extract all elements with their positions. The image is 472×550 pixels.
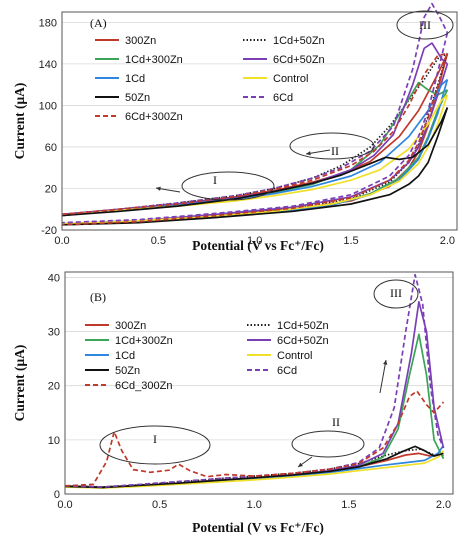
panel-a: -20 20 60 100 140 180 0.0 0.5 1.0 1.5 2.0 (A) Curr…: [12, 2, 458, 253]
panel-a-xtick-label: 1.5: [343, 235, 358, 247]
panel-a-series-line: [61, 2, 449, 216]
panel-a-legend-label: 6Cd+50Zn: [273, 54, 325, 66]
panel-a-legend-label: 1Cd: [125, 73, 145, 85]
panel-a-annotation-ellipse: [289, 132, 375, 160]
panel-b-annotation-arrowhead: [298, 462, 303, 467]
panel-a-plot-frame: [61, 11, 458, 231]
panel-a-series: [61, 2, 449, 226]
panel-b-annotation-arrow: [379, 359, 387, 394]
panel-a-annotation-arrowhead: [306, 151, 311, 156]
panel-a-legend-label: 6Cd+300Zn: [125, 111, 183, 123]
panel-b-grid: [65, 277, 453, 495]
panel-a-series-line: [61, 52, 448, 216]
panel-a-legend-label: Control: [273, 73, 308, 85]
panel-b-annotation-label: III: [390, 286, 402, 300]
panel-b-series-line: [64, 450, 445, 489]
panel-b-plot-frame: [64, 271, 454, 495]
panel-a-ytick-label: -20: [41, 225, 57, 237]
panel-a-legend-label: 1Cd+50Zn: [273, 35, 325, 47]
panel-a-ytick-label: 140: [39, 59, 57, 71]
panel-a-annotation-label: I: [213, 173, 217, 187]
panel-b-annotation-ellipse: [373, 279, 419, 309]
panel-b-series-line: [64, 390, 445, 487]
panel-b-legend: 300Zn 1Cd+50Zn 1Cd+300Zn 6Cd+50Zn 1Cd Control…: [85, 320, 329, 392]
panel-a-series-line: [61, 107, 449, 226]
panel-a-legend-label: 6Cd: [273, 92, 293, 104]
panel-b-legend-label: 1Cd+50Zn: [277, 320, 329, 332]
panel-b-xlabel: Potential (V vs Fc⁺/Fc): [192, 520, 324, 535]
panel-a-ytick-label: 20: [45, 183, 57, 195]
panel-a-label: (A): [90, 16, 107, 30]
panel-b-xtick-label: 0.5: [152, 499, 167, 511]
panel-b-ytick-label: 40: [48, 272, 60, 284]
panel-a-series-line: [61, 42, 448, 216]
panel-b-legend-label: Control: [277, 350, 312, 362]
panel-b-xtick-label: 0.0: [57, 499, 72, 511]
panel-b-legend-label: 300Zn: [115, 320, 146, 332]
panel-b-series: [64, 273, 445, 489]
panel-a-series-line: [61, 63, 449, 225]
panel-a-annotation-ellipse: [396, 10, 454, 40]
panel-b-annotation-arrowhead: [383, 360, 388, 365]
panel-a-series-line: [61, 32, 449, 224]
panel-a-xtick-label: 1.0: [247, 235, 262, 247]
panel-a-series-line: [61, 53, 449, 226]
panel-b-annotation-label: I: [153, 432, 157, 446]
panel-a-legend: 300Zn 1Cd+50Zn 1Cd+300Zn 6Cd+50Zn 1Cd Control…: [95, 35, 325, 123]
panel-b-ytick-label: 20: [48, 381, 60, 393]
panel-b-legend-label: 6Cd+50Zn: [277, 335, 329, 347]
panel-b: 0 10 20 30 40 0.0 0.5 1.0 1.5 2.0 (B) Current (μA…: [12, 271, 454, 535]
panel-a-annotation-ellipse: [181, 171, 275, 201]
panel-a-legend-label: 1Cd+300Zn: [125, 54, 183, 66]
panel-b-legend-label: 6Cd_300Zn: [115, 380, 173, 392]
panel-b-series-line: [64, 445, 444, 489]
panel-b-legend-label: 1Cd+300Zn: [115, 335, 173, 347]
panel-b-legend-label: 50Zn: [115, 365, 140, 377]
panel-a-annotation-arrowhead: [156, 186, 161, 191]
panel-a-ytick-label: 60: [45, 142, 57, 154]
panel-b-ylabel: Current (μA): [12, 345, 27, 422]
panel-a-xtick-label: 0.0: [54, 235, 69, 247]
panel-b-annotation-ellipse: [99, 425, 211, 465]
panel-a-ytick-label: 180: [39, 17, 57, 29]
panel-a-annotation-label: II: [331, 144, 339, 158]
panel-a-xlabel: Potential (V vs Fc⁺/Fc): [192, 238, 324, 253]
panel-b-label: (B): [90, 290, 106, 304]
panel-a-xtick-label: 0.5: [151, 235, 166, 247]
panel-b-ticks: 0 10 20 30 40 0.0 0.5 1.0 1.5 2.0: [48, 272, 451, 511]
panel-b-annotation-label: II: [332, 415, 340, 429]
panel-a-ticks: -20 20 60 100 140 180 0.0 0.5 1.0 1.5 2.0: [39, 17, 455, 247]
panel-a-ytick-label: 100: [39, 100, 57, 112]
panel-a-legend-label: 50Zn: [125, 92, 150, 104]
panel-b-ytick-label: 0: [54, 489, 60, 501]
panel-a-legend-label: 300Zn: [125, 35, 156, 47]
panel-b-ytick-label: 30: [48, 327, 60, 339]
panel-a-xtick-label: 2.0: [440, 235, 455, 247]
panel-b-xtick-label: 1.5: [341, 499, 356, 511]
panel-a-ylabel: Current (μA): [12, 83, 27, 160]
panel-b-legend-label: 1Cd: [115, 350, 135, 362]
panel-b-xtick-label: 2.0: [436, 499, 451, 511]
panel-a-annotation-label: III: [419, 18, 431, 32]
panel-a-series-line: [61, 107, 449, 217]
panel-b-xtick-label: 1.0: [247, 499, 262, 511]
panel-b-ytick-label: 10: [48, 435, 60, 447]
panel-b-annotation-ellipse: [291, 430, 365, 458]
panel-b-legend-label: 6Cd: [277, 365, 297, 377]
panel-b-series-line: [64, 273, 445, 488]
